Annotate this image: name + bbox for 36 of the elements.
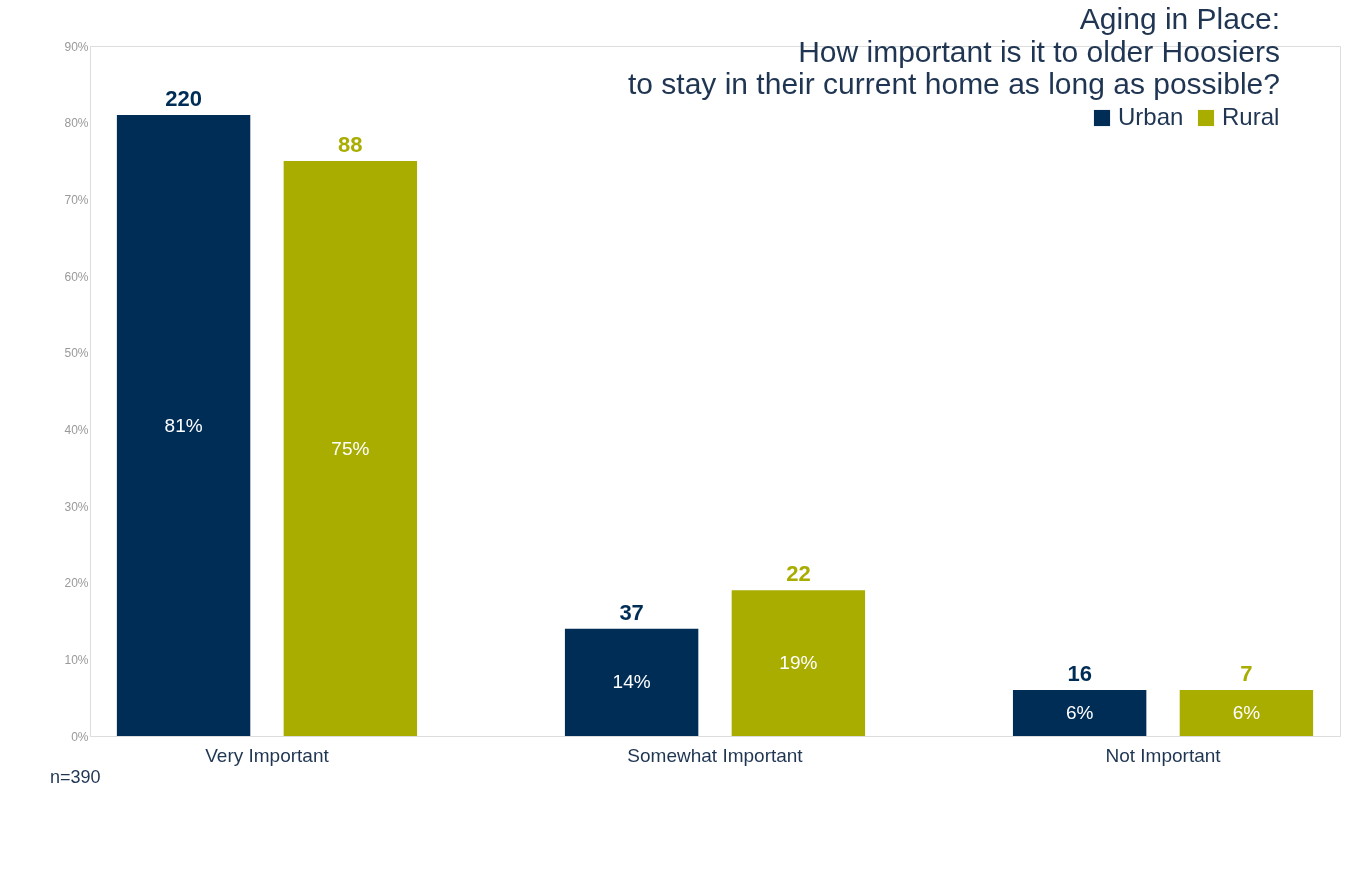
data-label: 81% bbox=[164, 414, 203, 436]
y-tick-label: 40% bbox=[64, 422, 89, 437]
chart-title: Aging in Place: bbox=[1079, 2, 1280, 35]
legend-label: Rural bbox=[1222, 103, 1280, 130]
data-label: 6% bbox=[1065, 702, 1094, 723]
data-label: 6% bbox=[1232, 702, 1261, 723]
x-tick-label: Not Important bbox=[1105, 744, 1222, 766]
bar bbox=[1012, 690, 1147, 736]
annotation: 16 bbox=[1067, 661, 1092, 686]
annotation: 37 bbox=[619, 599, 644, 625]
bar bbox=[283, 161, 418, 736]
y-tick-label: 70% bbox=[64, 192, 89, 207]
data-label: 75% bbox=[331, 437, 370, 459]
x-tick-label: Very Important bbox=[205, 744, 330, 766]
annotation: 7 bbox=[1240, 661, 1253, 686]
y-tick-label: 0% bbox=[71, 729, 89, 744]
bar bbox=[564, 628, 699, 736]
y-tick-label: 50% bbox=[64, 346, 89, 361]
y-tick-label: 30% bbox=[64, 499, 89, 514]
bar bbox=[731, 590, 866, 736]
chart-subtitle: How important is it to older Hoosiers to stay in their current home as long as possible? bbox=[627, 35, 1280, 100]
data-label: 14% bbox=[612, 671, 651, 693]
data-label: 19% bbox=[779, 652, 818, 674]
annotation: 88 bbox=[338, 132, 363, 157]
legend-label: Urban bbox=[1118, 103, 1184, 130]
annotation: 22 bbox=[786, 561, 811, 587]
y-tick-label: 80% bbox=[64, 116, 89, 131]
y-tick-label: 10% bbox=[64, 652, 89, 667]
x-tick-label: Somewhat Important bbox=[627, 744, 804, 766]
bar bbox=[116, 115, 251, 736]
y-tick-label: 60% bbox=[64, 269, 89, 284]
y-tick-label: 20% bbox=[64, 576, 89, 591]
text: n=390 bbox=[50, 767, 101, 787]
annotation: 220 bbox=[165, 86, 202, 111]
bar bbox=[1179, 690, 1314, 736]
y-tick-label: 90% bbox=[64, 39, 89, 54]
